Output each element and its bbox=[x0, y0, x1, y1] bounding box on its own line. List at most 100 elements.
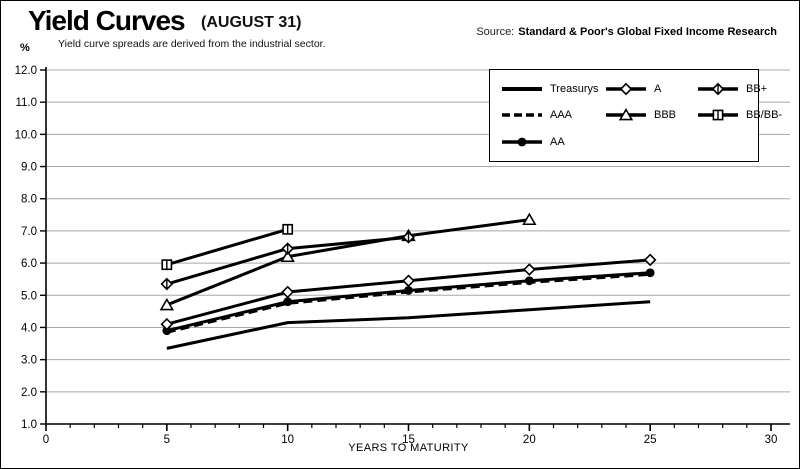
marker-diamond-cross-open bbox=[711, 82, 725, 96]
legend-item-treasurys: Treasurys bbox=[500, 76, 604, 102]
y-tick-label: 6.0 bbox=[21, 258, 37, 270]
legend-item-bbb: BBB bbox=[604, 102, 696, 128]
marker-circle-filled bbox=[283, 297, 293, 307]
legend-label-treasurys: Treasurys bbox=[550, 83, 599, 96]
x-tick-label: 25 bbox=[644, 434, 657, 446]
marker-triangle-open bbox=[280, 249, 295, 263]
marker-dot bbox=[524, 276, 534, 286]
marker-diamond bbox=[643, 253, 657, 267]
marker-circle-filled bbox=[404, 286, 413, 295]
marker-diamond-cross-open bbox=[160, 277, 174, 291]
legend-swatch-treasurys bbox=[502, 87, 542, 92]
series-line-treasurys bbox=[166, 300, 651, 350]
marker-diamond bbox=[160, 317, 174, 331]
marker-diamond-open bbox=[523, 263, 536, 276]
legend-swatch-bbb bbox=[606, 108, 646, 121]
page-title: Yield Curves bbox=[28, 5, 186, 36]
marker-triangle-open bbox=[618, 108, 634, 121]
series-bb+ bbox=[160, 231, 415, 291]
legend-label-bb-bb-: BB/BB- bbox=[746, 109, 783, 122]
marker-triangle bbox=[159, 297, 175, 311]
y-axis-unit-label: % bbox=[20, 42, 30, 54]
y-tick-label: 10.0 bbox=[15, 129, 37, 141]
x-tick-label: 20 bbox=[523, 434, 536, 446]
marker-circle-filled bbox=[162, 326, 172, 336]
marker-dot bbox=[645, 268, 655, 278]
chart-subtitle: Yield curve spreads are derived from the… bbox=[58, 38, 326, 50]
marker-triangle-open bbox=[522, 212, 537, 226]
marker-triangle bbox=[522, 212, 537, 226]
y-tick-label: 12.0 bbox=[15, 65, 37, 77]
legend-item-a: A bbox=[604, 76, 696, 102]
marker-dot bbox=[517, 137, 527, 147]
axes bbox=[45, 67, 790, 425]
y-tick-label: 2.0 bbox=[21, 387, 37, 399]
marker-diamond bbox=[523, 263, 536, 276]
series-line-bb-bb- bbox=[166, 227, 289, 267]
legend-label-bbb: BBB bbox=[654, 109, 677, 122]
series-treasurys bbox=[166, 300, 651, 350]
series-bb-bb- bbox=[161, 223, 294, 271]
marker-triangle bbox=[618, 108, 634, 121]
marker-diamond-cross-open bbox=[281, 242, 294, 255]
legend-item-bb-bb-: BB/BB- bbox=[696, 102, 782, 128]
marker-diamond-open bbox=[402, 274, 415, 288]
marker-dot bbox=[404, 286, 413, 295]
grid-lines bbox=[46, 69, 790, 393]
y-tick-label: 11.0 bbox=[15, 97, 37, 109]
legend-label-aaa: AAA bbox=[550, 109, 573, 122]
y-tick-label: 9.0 bbox=[21, 162, 37, 174]
source-label: Source: Standard & Poor's Global Fixed In… bbox=[476, 26, 777, 38]
legend-label-a: A bbox=[654, 83, 662, 96]
marker-triangle-open bbox=[159, 297, 175, 311]
marker-circle-filled bbox=[517, 137, 527, 147]
y-tick-label: 5.0 bbox=[21, 290, 37, 302]
marker-dot bbox=[283, 297, 293, 307]
legend-item-aa: AA bbox=[500, 129, 604, 155]
marker-diamond-open bbox=[643, 253, 657, 267]
series-aa bbox=[162, 268, 655, 336]
legend-item-bb+: BB+ bbox=[696, 76, 782, 102]
x-tick-labels: 0 5 10 15 20 25 30 bbox=[43, 424, 778, 446]
marker-diamond bbox=[619, 82, 633, 96]
x-tick-label: 30 bbox=[765, 434, 778, 446]
marker-square-cross-open bbox=[712, 110, 724, 121]
legend-swatch-bb+ bbox=[698, 82, 738, 96]
x-tick-label: 0 bbox=[43, 434, 49, 446]
legend-label-aa: AA bbox=[550, 135, 565, 148]
page-title-suffix: (AUGUST 31) bbox=[201, 14, 302, 31]
marker-circle-filled bbox=[524, 276, 534, 286]
marker-dot bbox=[162, 326, 172, 336]
marker-diamond-open bbox=[160, 317, 174, 331]
legend-label-bb+: BB+ bbox=[746, 83, 768, 96]
marker-diamond-open bbox=[619, 82, 633, 96]
marker-triangle bbox=[280, 249, 295, 263]
chart-legend: Treasurys A BB+ AAA BBB BB/BB- AA bbox=[489, 69, 782, 162]
marker-diamond bbox=[402, 274, 415, 288]
marker-square-cross-open bbox=[161, 259, 173, 271]
marker-circle-filled bbox=[645, 268, 655, 278]
series-line-bbb bbox=[166, 218, 530, 307]
marker-diamond bbox=[281, 285, 294, 299]
y-tick-labels: 1.0 2.0 3.0 4.0 5.0 6.0 7.0 8.0 9.0 10.0 11.0 12.0 bbox=[15, 65, 46, 431]
x-tick-label: 15 bbox=[402, 434, 415, 446]
legend-swatch-bb-bb- bbox=[698, 110, 738, 121]
series-a bbox=[160, 253, 657, 331]
x-axis-label: YEARS TO MATURITY bbox=[348, 442, 469, 454]
x-tick-label: 10 bbox=[281, 434, 294, 446]
legend-swatch-a bbox=[606, 82, 646, 96]
marker-diamond-open bbox=[281, 285, 294, 299]
legend-swatch-aaa bbox=[502, 113, 542, 118]
y-tick-label: 8.0 bbox=[21, 194, 37, 206]
source-prefix: Source: bbox=[476, 26, 515, 38]
legend-swatch-aa bbox=[502, 137, 542, 147]
y-tick-label: 4.0 bbox=[21, 322, 37, 334]
y-tick-label: 1.0 bbox=[21, 419, 37, 431]
source-text: Standard & Poor's Global Fixed Income Re… bbox=[518, 26, 777, 38]
y-tick-label: 7.0 bbox=[21, 226, 37, 238]
marker-diamond-cross-open bbox=[402, 231, 415, 244]
x-tick-label: 5 bbox=[164, 434, 170, 446]
marker-square-cross-open bbox=[282, 223, 294, 235]
